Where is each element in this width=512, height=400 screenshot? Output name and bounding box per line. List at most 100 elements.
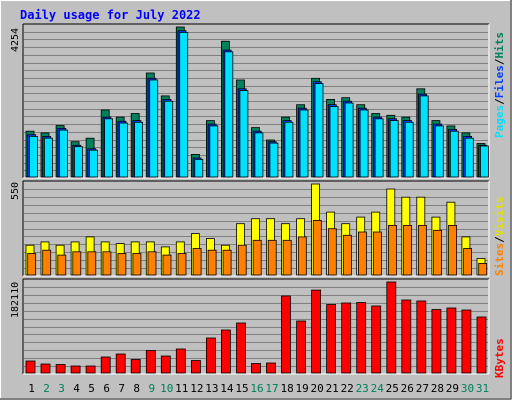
sites-bar bbox=[222, 249, 232, 276]
hits-legend: Pages/Files/Hits bbox=[493, 32, 506, 138]
kbytes-bar bbox=[70, 365, 81, 374]
kbytes-bar bbox=[220, 329, 231, 374]
pages-bar bbox=[419, 95, 429, 178]
pages-bar bbox=[329, 106, 339, 178]
sites-bar bbox=[312, 219, 322, 276]
pages-bar bbox=[269, 142, 279, 178]
sites-bar bbox=[282, 239, 292, 276]
hits-max-label: 4254 bbox=[10, 28, 21, 52]
sites-bar bbox=[57, 254, 67, 276]
pages-bar bbox=[344, 102, 354, 178]
kbytes-bar bbox=[356, 302, 367, 374]
pages-bar bbox=[449, 130, 459, 178]
pages-bar bbox=[254, 132, 264, 178]
x-tick-label: 9 bbox=[148, 382, 155, 395]
pages-bar bbox=[479, 145, 489, 178]
kbytes-bar bbox=[236, 322, 246, 374]
pages-bar bbox=[359, 109, 369, 178]
kbytes-bar bbox=[461, 309, 472, 374]
x-tick-label: 12 bbox=[190, 382, 203, 395]
visits-legend: Sites/Visits bbox=[493, 197, 506, 277]
sites-bar bbox=[132, 253, 142, 276]
pages-bar bbox=[149, 79, 159, 178]
sites-bar bbox=[252, 239, 262, 276]
sites-bar bbox=[463, 248, 473, 276]
x-tick-label: 21 bbox=[326, 382, 339, 395]
x-tick-label: 20 bbox=[310, 382, 323, 395]
kbytes-bar bbox=[401, 299, 412, 374]
kbytes-bar bbox=[281, 295, 291, 374]
legend-files: Files bbox=[493, 65, 506, 98]
kbytes-bar bbox=[55, 364, 66, 374]
sites-bar bbox=[162, 254, 172, 276]
x-tick-label: 13 bbox=[205, 382, 218, 395]
pages-bar bbox=[299, 109, 309, 178]
kbytes-bar bbox=[85, 365, 96, 374]
sites-bar bbox=[478, 262, 488, 276]
sites-bar bbox=[237, 244, 247, 276]
pages-bar bbox=[314, 83, 324, 178]
kbytes-max-label: 182110 bbox=[10, 282, 21, 318]
pages-bar bbox=[179, 32, 189, 178]
x-tick-label: 25 bbox=[386, 382, 399, 395]
sites-bar bbox=[117, 253, 127, 276]
chart-title: Daily usage for July 2022 bbox=[20, 8, 201, 22]
sites-bar bbox=[418, 224, 427, 276]
x-tick-label: 7 bbox=[118, 382, 125, 395]
kbytes-bar bbox=[386, 281, 397, 374]
kbytes-bar bbox=[40, 363, 51, 374]
legend-pages: Pages bbox=[493, 105, 506, 138]
kbytes-bar bbox=[311, 289, 322, 374]
sites-bar bbox=[433, 229, 443, 276]
pages-bar bbox=[284, 121, 294, 178]
visits-sites-panel bbox=[22, 180, 490, 277]
pages-bar bbox=[89, 149, 98, 178]
sites-bar bbox=[448, 224, 458, 276]
x-tick-label: 24 bbox=[371, 382, 385, 395]
pages-bar bbox=[389, 120, 399, 178]
pages-bar bbox=[44, 137, 53, 178]
kbytes-bar bbox=[175, 348, 186, 374]
kbytes-panel bbox=[22, 278, 490, 375]
x-tick-label: 15 bbox=[235, 382, 248, 395]
x-tick-label: 4 bbox=[73, 382, 80, 395]
sites-bar bbox=[403, 224, 412, 276]
kbytes-bar bbox=[446, 307, 457, 374]
kbytes-bar bbox=[115, 353, 126, 374]
legend-hits: Hits bbox=[493, 32, 506, 59]
pages-bar bbox=[164, 100, 174, 178]
kbytes-bar bbox=[296, 320, 307, 374]
sites-bar bbox=[357, 231, 367, 276]
kbytes-bar bbox=[160, 355, 171, 374]
x-tick-label: 27 bbox=[416, 382, 429, 395]
pages-bar bbox=[194, 158, 204, 178]
pages-bar bbox=[434, 125, 444, 178]
sites-bar bbox=[388, 224, 397, 276]
x-tick-label: 3 bbox=[58, 382, 65, 395]
kbytes-bar bbox=[431, 309, 442, 374]
kbytes-bar bbox=[190, 360, 201, 374]
x-tick-label: 28 bbox=[431, 382, 444, 395]
kbytes-bar bbox=[416, 300, 427, 374]
legend-kbytes: KBytes bbox=[493, 338, 506, 378]
x-tick-label: 23 bbox=[356, 382, 369, 395]
x-tick-label: 11 bbox=[175, 382, 188, 395]
x-tick-label: 31 bbox=[476, 382, 489, 395]
sites-bar bbox=[192, 248, 202, 276]
pages-bar bbox=[28, 135, 38, 178]
x-tick-label: 18 bbox=[280, 382, 293, 395]
kbytes-bar bbox=[205, 337, 216, 374]
x-axis-labels: 1 2 3 4 5 6 7 8 9 10 11 12 13 14 15 16 17 18 19 20 21 22 23 24 2… bbox=[28, 382, 489, 395]
kbytes-bar bbox=[25, 360, 36, 374]
pages-bar bbox=[209, 125, 219, 178]
legend-sites: Sites bbox=[493, 243, 506, 276]
pages-bar bbox=[104, 118, 113, 178]
kbytes-legend: KBytes bbox=[493, 338, 506, 378]
x-tick-label: 14 bbox=[220, 382, 234, 395]
hits-files-pages-panel bbox=[22, 23, 490, 179]
pages-bar bbox=[224, 51, 234, 178]
x-tick-label: 5 bbox=[88, 382, 95, 395]
legend-visits: Visits bbox=[493, 197, 506, 237]
pages-bar bbox=[464, 137, 474, 178]
